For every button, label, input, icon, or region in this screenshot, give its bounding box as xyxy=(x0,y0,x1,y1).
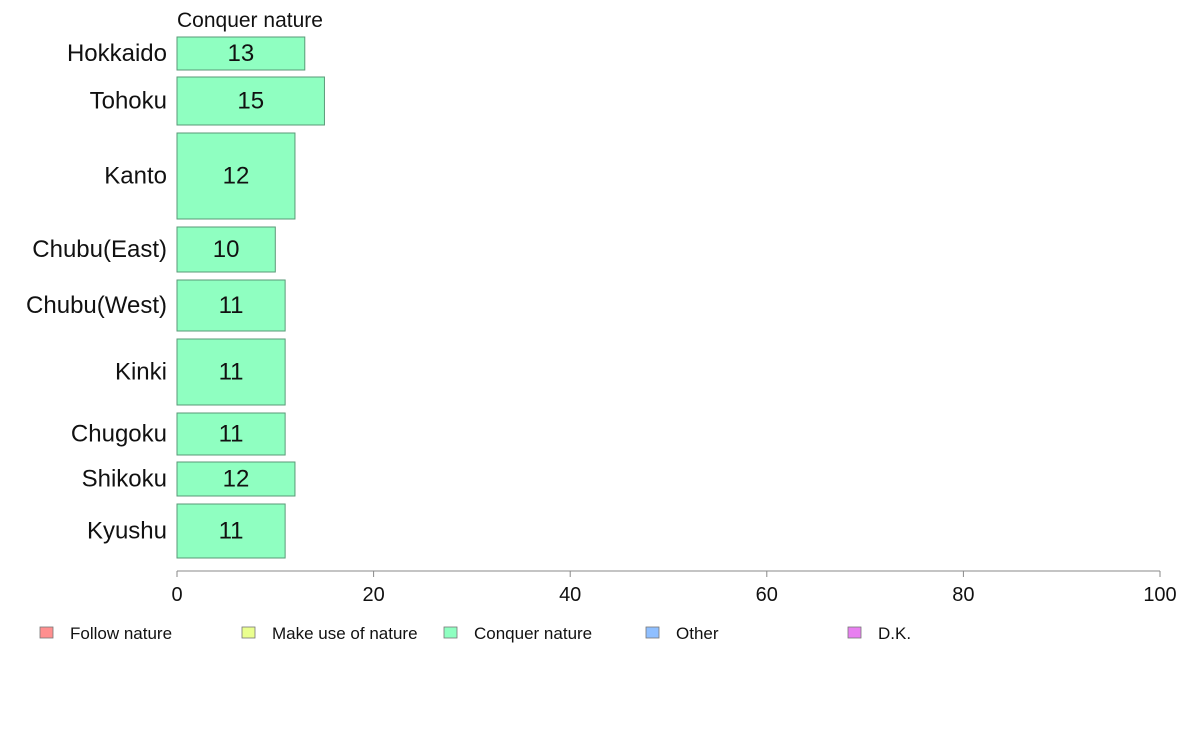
x-tick-label: 20 xyxy=(362,584,384,606)
x-tick-label: 80 xyxy=(952,584,974,606)
category-label: Tohoku xyxy=(90,88,167,115)
legend: Follow nature Make use of nature Conquer n… xyxy=(39,624,911,643)
legend-label: Make use of nature xyxy=(272,624,418,643)
category-label: Kyushu xyxy=(87,518,167,545)
legend-label: Conquer nature xyxy=(474,624,592,643)
x-tick-label: 100 xyxy=(1143,584,1176,606)
legend-label: Follow nature xyxy=(70,624,172,643)
bar-kanto xyxy=(176,132,296,220)
data-label: 13 xyxy=(228,40,255,67)
data-label: 11 xyxy=(219,518,244,545)
category-label: Shikoku xyxy=(82,466,167,493)
x-axis: 0 20 40 60 80 100 xyxy=(171,570,1177,606)
legend-label: D.K. xyxy=(878,624,911,643)
category-label: Kanto xyxy=(104,163,167,190)
panel-title: Conquer nature xyxy=(177,9,323,32)
legend-swatch xyxy=(847,626,862,639)
bar-tohoku xyxy=(176,76,325,126)
bars: Hokkaido 13 Tohoku 15 Kanto 12 Chubu(East) 10 Ch… xyxy=(26,36,325,559)
x-tick-label: 60 xyxy=(756,584,778,606)
x-tick-label: 40 xyxy=(559,584,581,606)
data-label: 11 xyxy=(219,359,244,386)
category-label: Chugoku xyxy=(71,421,167,448)
data-label: 11 xyxy=(219,421,244,448)
x-tick-label: 0 xyxy=(171,584,182,606)
legend-swatch xyxy=(241,626,256,639)
bar-kyushu xyxy=(176,503,286,559)
category-label: Chubu(East) xyxy=(32,236,167,263)
data-label: 12 xyxy=(223,466,250,493)
bar-kinki xyxy=(176,338,286,406)
bar-chugoku xyxy=(176,412,286,456)
legend-swatch xyxy=(39,626,54,639)
bar-chubu-east xyxy=(176,226,276,273)
bar-hokkaido xyxy=(176,36,306,71)
data-label: 10 xyxy=(213,236,240,263)
legend-swatch xyxy=(645,626,660,639)
data-label: 11 xyxy=(219,292,244,319)
data-label: 15 xyxy=(237,88,264,115)
category-label: Kinki xyxy=(115,359,167,386)
legend-label: Other xyxy=(676,624,719,643)
category-label: Chubu(West) xyxy=(26,292,167,319)
data-label: 12 xyxy=(223,163,250,190)
bar-shikoku xyxy=(176,461,296,497)
legend-swatch xyxy=(443,626,458,639)
bar-chubu-west xyxy=(176,279,286,332)
category-label: Hokkaido xyxy=(67,40,167,67)
